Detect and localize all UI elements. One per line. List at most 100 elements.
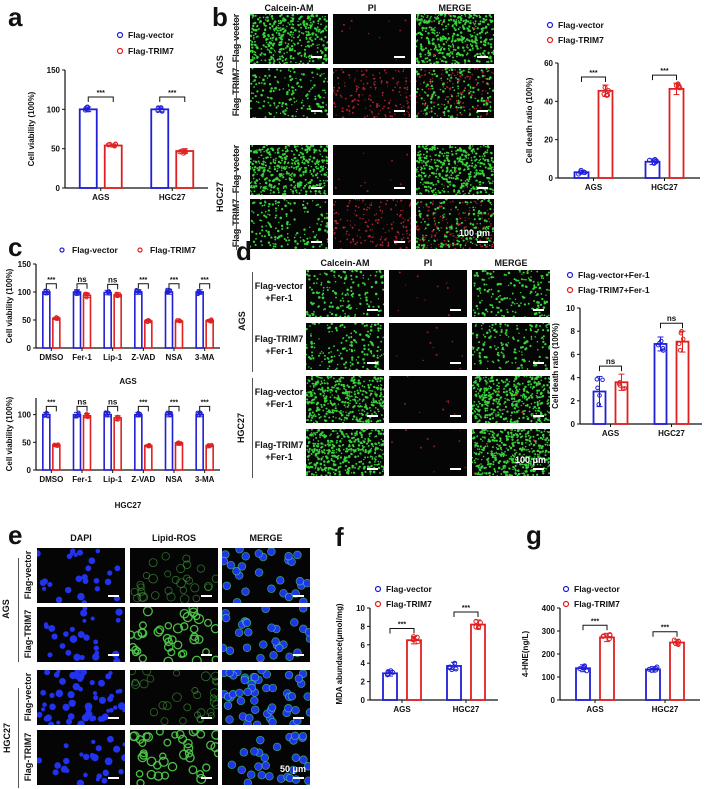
- panel-letter-e: e: [8, 520, 23, 550]
- svg-text:Flag-vector: Flag-vector: [574, 584, 621, 594]
- svg-text:Z-VAD: Z-VAD: [131, 353, 155, 362]
- panel-letter-c: c: [8, 232, 23, 262]
- svg-text:***: ***: [398, 622, 406, 629]
- scale-bar: [108, 777, 119, 779]
- svg-text:Z-VAD: Z-VAD: [131, 475, 155, 484]
- scale-bar: [293, 595, 304, 597]
- svg-text:Cell viability (100%): Cell viability (100%): [5, 268, 14, 343]
- svg-text:AGS: AGS: [585, 183, 603, 192]
- micrograph-tile: [416, 14, 494, 64]
- micrograph-tile: [130, 548, 218, 603]
- svg-text:6: 6: [571, 350, 576, 359]
- micrograph-tile: [37, 607, 125, 662]
- micrograph-tile: [37, 548, 125, 603]
- panel-letter-d: d: [236, 236, 252, 266]
- svg-text:Flag-TRIM7+Fer-1: Flag-TRIM7+Fer-1: [578, 285, 650, 295]
- chart-f-mda: 0 2 4 6 8 10 MDA abundance(μmol/mg) AGS *** HGC27…: [330, 548, 506, 738]
- group-divider: [18, 558, 19, 662]
- chart-g-4hne: 0 100 200 300 400 4-HNE(ng/L) AGS *** HGC27 *** Fl…: [516, 548, 708, 738]
- scale-bar: [367, 415, 378, 417]
- group-label-ags: AGS: [0, 599, 11, 619]
- micrograph-tile: [37, 730, 125, 785]
- row-label: Flag-TRIM7: [23, 732, 33, 781]
- chart-c-ags-viability: 0 50 100 150 Cell viability (100%) DMSO *** Fer…: [0, 236, 230, 386]
- scale-bar: [108, 654, 119, 656]
- micrograph-tile: [250, 145, 328, 195]
- svg-text:***: ***: [661, 625, 669, 632]
- svg-text:***: ***: [201, 277, 209, 284]
- svg-text:100: 100: [18, 411, 32, 420]
- svg-text:HGC27: HGC27: [658, 429, 685, 438]
- panel-letter-f: f: [335, 522, 344, 552]
- scale-bar-label: 50 μm: [279, 764, 306, 774]
- svg-text:***: ***: [47, 399, 55, 406]
- svg-text:ns: ns: [108, 397, 118, 406]
- svg-text:10: 10: [566, 304, 575, 313]
- group-divider: [252, 272, 253, 372]
- svg-text:Flag-TRIM7: Flag-TRIM7: [150, 245, 196, 255]
- micrograph-tile: 100 μm: [416, 199, 494, 249]
- scale-bar: [201, 777, 212, 779]
- svg-text:2: 2: [571, 397, 576, 406]
- svg-text:***: ***: [139, 399, 147, 406]
- micrograph-tile: [333, 145, 411, 195]
- svg-text:Flag-vector+Fer-1: Flag-vector+Fer-1: [578, 270, 650, 280]
- row-label: Flag-TRIM7 +Fer-1: [254, 440, 304, 462]
- chart-c-hgc27-viability: 0 50 100 Cell viability (100%) DMSO *** Fer-1 n…: [0, 380, 230, 510]
- scale-bar: [201, 717, 212, 719]
- column-header: PI: [367, 3, 377, 13]
- svg-text:100: 100: [47, 105, 61, 114]
- scale-bar: [533, 468, 544, 470]
- svg-text:AGS: AGS: [586, 705, 604, 714]
- chart-b-cell-death: 0 20 40 60 Cell death ratio (100%) AGS *** HGC2…: [520, 8, 708, 198]
- svg-text:0: 0: [551, 696, 556, 705]
- svg-text:0: 0: [549, 174, 554, 183]
- column-header: MERGE: [249, 533, 283, 543]
- svg-text:150: 150: [18, 260, 32, 269]
- micrograph-tile: [333, 14, 411, 64]
- scale-bar: [311, 187, 322, 189]
- svg-text:***: ***: [589, 70, 597, 77]
- svg-text:***: ***: [660, 68, 668, 75]
- svg-text:4: 4: [361, 659, 366, 668]
- svg-text:***: ***: [168, 90, 176, 97]
- micrograph-tile: [389, 429, 467, 476]
- scale-bar: [293, 717, 304, 719]
- svg-text:3-MA: 3-MA: [195, 353, 215, 362]
- micrograph-tile: [250, 68, 328, 118]
- svg-text:Fer-1: Fer-1: [72, 475, 92, 484]
- column-header: MERGE: [494, 258, 528, 268]
- svg-text:ns: ns: [77, 397, 87, 406]
- svg-text:DMSO: DMSO: [39, 475, 63, 484]
- micrograph-tile: [416, 68, 494, 118]
- scale-bar: [450, 309, 461, 311]
- svg-text:4-HNE(ng/L): 4-HNE(ng/L): [521, 631, 530, 678]
- svg-text:HGC27: HGC27: [453, 705, 480, 714]
- svg-text:Flag-vector: Flag-vector: [128, 30, 175, 40]
- micrograph-tile: [250, 14, 328, 64]
- scale-bar: [450, 415, 461, 417]
- group-divider: [252, 378, 253, 478]
- svg-text:0: 0: [361, 696, 366, 705]
- micrograph-tile: [130, 607, 218, 662]
- group-label-hgc27: HGC27: [215, 181, 226, 213]
- micrograph-tile: 100 μm: [472, 429, 550, 476]
- svg-text:Lip-1: Lip-1: [103, 475, 123, 484]
- svg-text:100: 100: [18, 288, 32, 297]
- svg-text:200: 200: [542, 650, 556, 659]
- svg-text:***: ***: [47, 277, 55, 284]
- scale-bar: [477, 110, 488, 112]
- column-header: Calcein-AM: [264, 3, 314, 13]
- micrograph-tile: 50 μm: [222, 730, 310, 785]
- group-divider: [236, 16, 237, 116]
- column-header: PI: [423, 258, 433, 268]
- svg-text:0: 0: [56, 184, 61, 193]
- scale-bar: [533, 362, 544, 364]
- row-label: Flag-vector: [23, 550, 33, 599]
- svg-text:Cell death ratio (100%): Cell death ratio (100%): [551, 323, 560, 409]
- column-header: DAPI: [70, 533, 92, 543]
- group-label-ags: AGS: [214, 55, 225, 75]
- scale-bar-label: 100 μm: [458, 228, 490, 238]
- micrograph-tile: [333, 199, 411, 249]
- micrograph-tile: [222, 607, 310, 662]
